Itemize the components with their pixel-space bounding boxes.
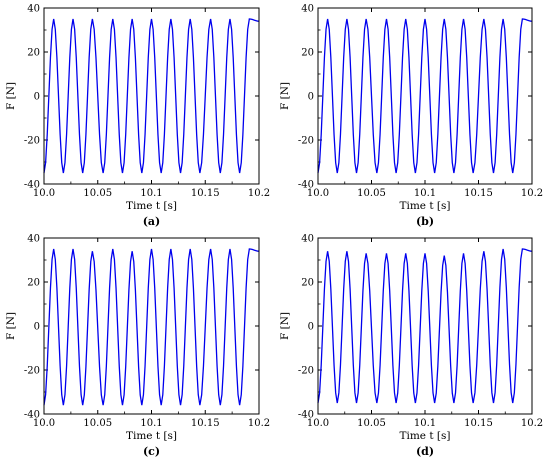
panel-label: (d) (416, 445, 434, 458)
x-axis-label: Time t [s] (399, 200, 450, 212)
x-tick-label: 10.2 (248, 188, 270, 199)
x-tick-label: 10.0 (307, 418, 329, 429)
chart-panel-a: -40 -20 0 20 40 10.0 10.05 10.1 10.15 10.2 Time t … (5, 4, 270, 229)
y-tick-label: 0 (34, 92, 40, 103)
x-tick-label: 10.15 (464, 418, 493, 429)
chart-panel-c: -40 -20 0 20 40 10.0 10.05 10.1 10.15 10.2 Time t … (5, 234, 270, 459)
x-tick-label: 10.0 (33, 188, 55, 199)
force-series-line (317, 18, 533, 174)
panel-label: (b) (416, 215, 434, 228)
y-tick-label: 40 (27, 4, 40, 15)
x-tick-label: 10.0 (33, 418, 55, 429)
plot-frame (43, 237, 260, 415)
y-tick-label: -40 (298, 410, 314, 421)
y-tick-label: -40 (24, 410, 40, 421)
x-tick-label: 10.05 (357, 418, 386, 429)
y-axis-label: F [N] (279, 312, 291, 340)
x-tick-label: 10.15 (191, 418, 220, 429)
y-tick-label: 0 (308, 322, 314, 333)
y-axis-label: F [N] (279, 82, 291, 110)
plot-frame (43, 7, 260, 185)
x-tick-label: 10.15 (464, 188, 493, 199)
panel-label: (c) (143, 445, 160, 458)
y-tick-label: 0 (34, 322, 40, 333)
x-axis-label: Time t [s] (126, 200, 177, 212)
y-tick-label: 20 (27, 278, 40, 289)
y-tick-label: 40 (27, 234, 40, 245)
x-tick-label: 10.2 (248, 418, 270, 429)
x-tick-label: 10.1 (414, 418, 436, 429)
force-series-line (43, 248, 260, 406)
y-axis-label: F [N] (5, 312, 17, 340)
x-tick-label: 10.05 (357, 188, 386, 199)
x-tick-label: 10.2 (521, 418, 543, 429)
y-tick-label: 40 (301, 4, 314, 15)
y-tick-label: -20 (298, 136, 314, 147)
plot-frame (317, 7, 533, 185)
y-tick-label: 40 (301, 234, 314, 245)
x-tick-label: 10.15 (191, 188, 220, 199)
plot-frame (317, 237, 533, 415)
y-tick-label: -20 (24, 136, 40, 147)
x-tick-label: 10.05 (83, 418, 112, 429)
force-series-line (43, 18, 260, 174)
x-tick-label: 10.2 (521, 188, 543, 199)
x-tick-label: 10.1 (140, 188, 162, 199)
y-tick-label: -20 (298, 366, 314, 377)
force-series-line (317, 248, 533, 404)
y-tick-label: -40 (298, 180, 314, 191)
x-tick-label: 10.1 (140, 418, 162, 429)
y-tick-label: 20 (27, 48, 40, 59)
y-tick-label: 0 (308, 92, 314, 103)
chart-panel-b: -40 -20 0 20 40 10.0 10.05 10.1 10.15 10.2 Time t … (279, 4, 543, 229)
y-tick-label: -40 (24, 180, 40, 191)
chart-panel-d: -40 -20 0 20 40 10.0 10.05 10.1 10.15 10.2 Time t … (279, 234, 543, 459)
y-tick-label: 20 (301, 278, 314, 289)
x-tick-label: 10.05 (83, 188, 112, 199)
x-tick-label: 10.0 (307, 188, 329, 199)
x-tick-label: 10.1 (414, 188, 436, 199)
x-axis-label: Time t [s] (399, 430, 450, 442)
y-tick-label: 20 (301, 48, 314, 59)
y-axis-label: F [N] (5, 82, 17, 110)
y-tick-label: -20 (24, 366, 40, 377)
x-axis-label: Time t [s] (126, 430, 177, 442)
panel-label: (a) (143, 215, 161, 228)
